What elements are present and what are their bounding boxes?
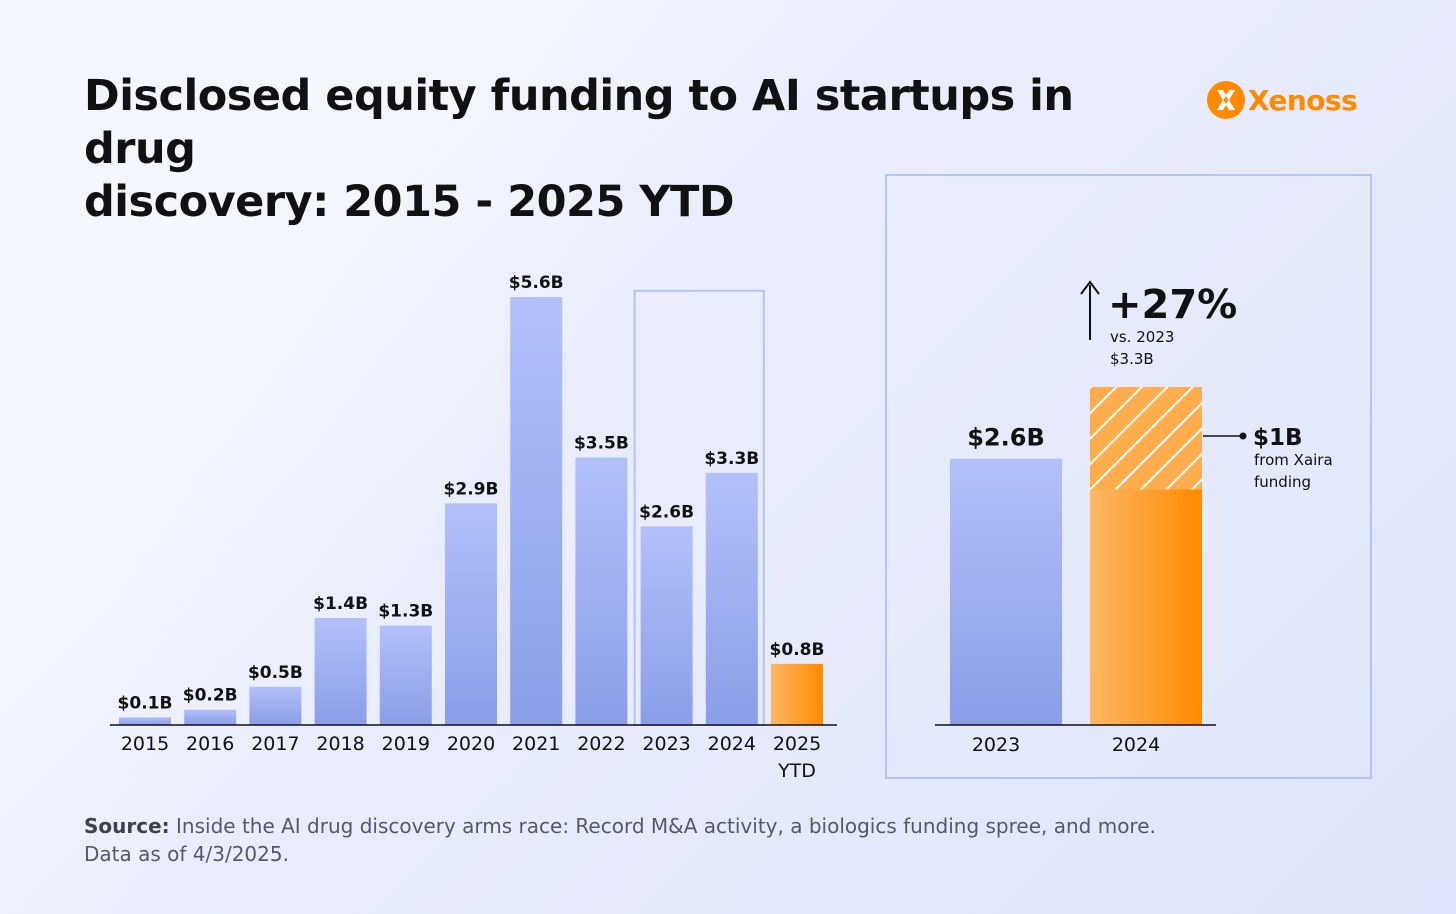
data-label-2022: $3.5B [574,434,629,454]
comparison-x-tick-2023: 2023 [972,734,1020,756]
data-label-2019: $1.3B [378,602,433,622]
data-label-2016: $0.2B [183,686,238,706]
data-label-2021: $5.6B [509,273,564,293]
growth-compare-line-1: vs. 2023 [1110,328,1174,346]
chart-title: Disclosed equity funding to AI startups … [84,70,1164,229]
source-line-2: Data as of 4/3/2025. [84,842,289,866]
bar-2020 [445,503,497,725]
bar-2015 [119,717,171,725]
bar-2025-ytd [771,663,823,725]
x-tick-label-2022: 2022 [577,733,625,755]
data-label-2023: $2.6B [639,502,694,522]
x-tick-label-2015: 2015 [121,733,169,755]
xenoss-x-icon [1207,81,1245,119]
x-tick-label-2018: 2018 [316,733,364,755]
comparison-panel-frame [885,174,1372,779]
data-label-2015: $0.1B [118,693,173,713]
comparison-bar-2023 [950,458,1062,725]
data-label-2017: $0.5B [248,663,303,683]
bar-2019 [379,625,432,725]
bar-2023 [640,526,693,725]
x-tick-label-2025-ytd-2: YTD [777,760,816,782]
source-label: Source: [84,814,170,838]
callout-dot [1239,432,1247,440]
data-label-2024: $3.3B [704,449,759,469]
x-tick-label-2021: 2021 [512,733,560,755]
callout-value: $1B [1253,425,1303,451]
up-arrow-icon [1080,280,1100,340]
x-tick-label-2024: 2024 [708,733,756,755]
bar-2017 [249,686,302,725]
xaira-callout: $1B from Xaira funding [1203,425,1333,491]
growth-compare-line-2: $3.3B [1110,350,1154,368]
callout-note-line-2: funding [1254,473,1311,491]
source-text: Inside the AI drug discovery arms race: … [176,814,1156,838]
x-tick-label-2025-ytd-1: 2025 [773,733,821,755]
source-note: Source: Inside the AI drug discovery arm… [84,812,1284,868]
x-tick-label-2023: 2023 [642,733,690,755]
bar-2024 [705,472,758,725]
xenoss-logo-text: Xenoss [1248,83,1358,117]
data-label-2025-ytd: $0.8B [770,640,825,660]
callout-note-line-1: from Xaira [1254,451,1333,469]
x-tick-label-2020: 2020 [447,733,495,755]
growth-annotation: +27% vs. 2023 $3.3B [1080,280,1237,368]
comparison-data-label-2023: $2.6B [967,424,1045,452]
source-line-1: Source: Inside the AI drug discovery arm… [84,812,1284,840]
chart-title-line-1: Disclosed equity funding to AI startups … [84,71,1074,174]
bar-2021 [510,297,563,725]
xaira-funding-segment [1090,387,1202,490]
main-bar-chart: $0.1B $0.2B $0.5B $1.4B $1.3B $2.9B $5.6B $3.5B… [110,273,837,782]
bar-2022 [575,457,628,725]
comparison-x-tick-2024: 2024 [1112,734,1160,756]
growth-percent: +27% [1108,282,1237,328]
comparison-bar-chart: $2.6B 2023 2024 +27% vs. 2023 $3.3B $1B fr… [885,174,1372,779]
bar-2016 [184,709,237,725]
x-tick-label-2016: 2016 [186,733,234,755]
x-tick-label-2017: 2017 [251,733,299,755]
chart-title-line-2: discovery: 2015 - 2025 YTD [84,177,735,227]
data-label-2020: $2.9B [444,479,499,499]
data-label-2018: $1.4B [313,594,368,614]
xenoss-logo: Xenoss [1206,80,1358,120]
bar-2018 [314,618,367,725]
x-tick-label-2019: 2019 [382,733,430,755]
